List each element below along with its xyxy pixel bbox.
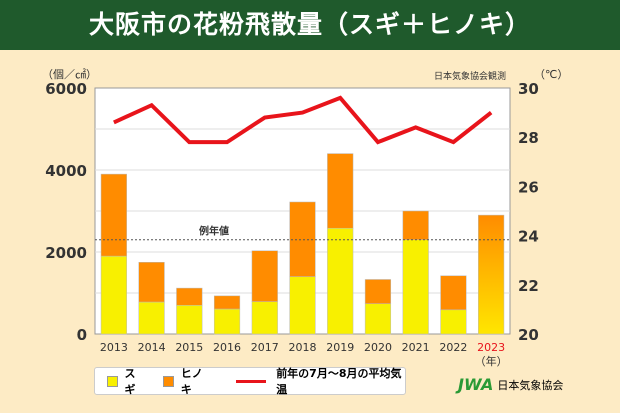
bar-hinoki — [100, 173, 127, 257]
bar-hinoki — [364, 279, 392, 304]
x-tick-label: 2018 — [289, 341, 317, 354]
jwa-logo: JWA 日本気象協会 — [458, 375, 563, 394]
bar-sugi — [402, 239, 429, 335]
y-tick-label: 0 — [77, 326, 87, 344]
bar-forecast-2023 — [478, 214, 505, 335]
x-axis-label: （年） — [475, 354, 508, 368]
x-tick-label: 2019 — [326, 341, 354, 354]
legend-label-hinoki: ヒノキ — [180, 367, 203, 396]
x-tick-label: 2013 — [100, 341, 128, 354]
y-tick-label: 6000 — [45, 80, 87, 98]
logo-name: 日本気象協会 — [497, 378, 564, 392]
y-tick-label: 4000 — [45, 162, 87, 180]
bar-sugi — [100, 255, 127, 335]
bar-sugi — [251, 301, 278, 335]
y2-tick-label: 30 — [518, 80, 539, 98]
bar-hinoki — [440, 275, 467, 311]
bar-sugi — [364, 303, 392, 335]
legend-line-temp — [235, 379, 267, 383]
x-tick-label: 2015 — [175, 341, 203, 354]
x-tick-label: 2020 — [364, 341, 392, 354]
reference-line-label: 例年値 — [199, 225, 229, 238]
x-tick-label: 2022 — [439, 341, 467, 354]
y-axis-label: （個／㎠） — [42, 68, 97, 81]
chart-title: 大阪市の花粉飛散量（スギ＋ヒノキ） — [0, 0, 620, 50]
y2-tick-label: 22 — [518, 277, 539, 295]
bar-hinoki — [327, 153, 354, 229]
bar-hinoki — [176, 287, 203, 306]
legend-label-sugi: スギ — [124, 367, 136, 396]
y2-axis-label: （℃） — [534, 68, 568, 81]
x-tick-label: 2021 — [402, 341, 430, 354]
x-tick-label: 2023 — [477, 341, 505, 354]
x-tick-label: 2016 — [213, 341, 241, 354]
x-tick-label: 2014 — [138, 341, 166, 354]
legend-swatch-hinoki — [163, 375, 174, 387]
bar-hinoki — [213, 295, 241, 310]
x-tick-label: 2017 — [251, 341, 279, 354]
bar-sugi — [138, 301, 165, 335]
bar-sugi — [289, 276, 316, 335]
bar-hinoki — [138, 262, 165, 303]
y2-tick-label: 28 — [518, 129, 539, 147]
y2-tick-label: 24 — [518, 228, 539, 246]
legend-swatch-sugi — [107, 375, 118, 387]
bar-hinoki — [402, 210, 429, 240]
source-note: 日本気象協会観測 — [434, 70, 506, 82]
bar-hinoki — [251, 250, 278, 302]
legend: スギ ヒノキ 前年の7月～8月の平均気温 — [94, 367, 406, 396]
logo-mark: JWA — [458, 375, 494, 394]
temperature-line — [113, 95, 493, 145]
legend-label-temp: 前年の7月～8月の平均気温 — [276, 367, 402, 396]
bar-sugi — [213, 308, 241, 335]
bar-sugi — [176, 305, 203, 335]
y2-tick-label: 26 — [518, 178, 539, 196]
y-tick-label: 2000 — [45, 244, 87, 262]
bar-sugi — [327, 227, 354, 335]
y2-tick-label: 20 — [518, 326, 539, 344]
bar-sugi — [440, 309, 467, 335]
